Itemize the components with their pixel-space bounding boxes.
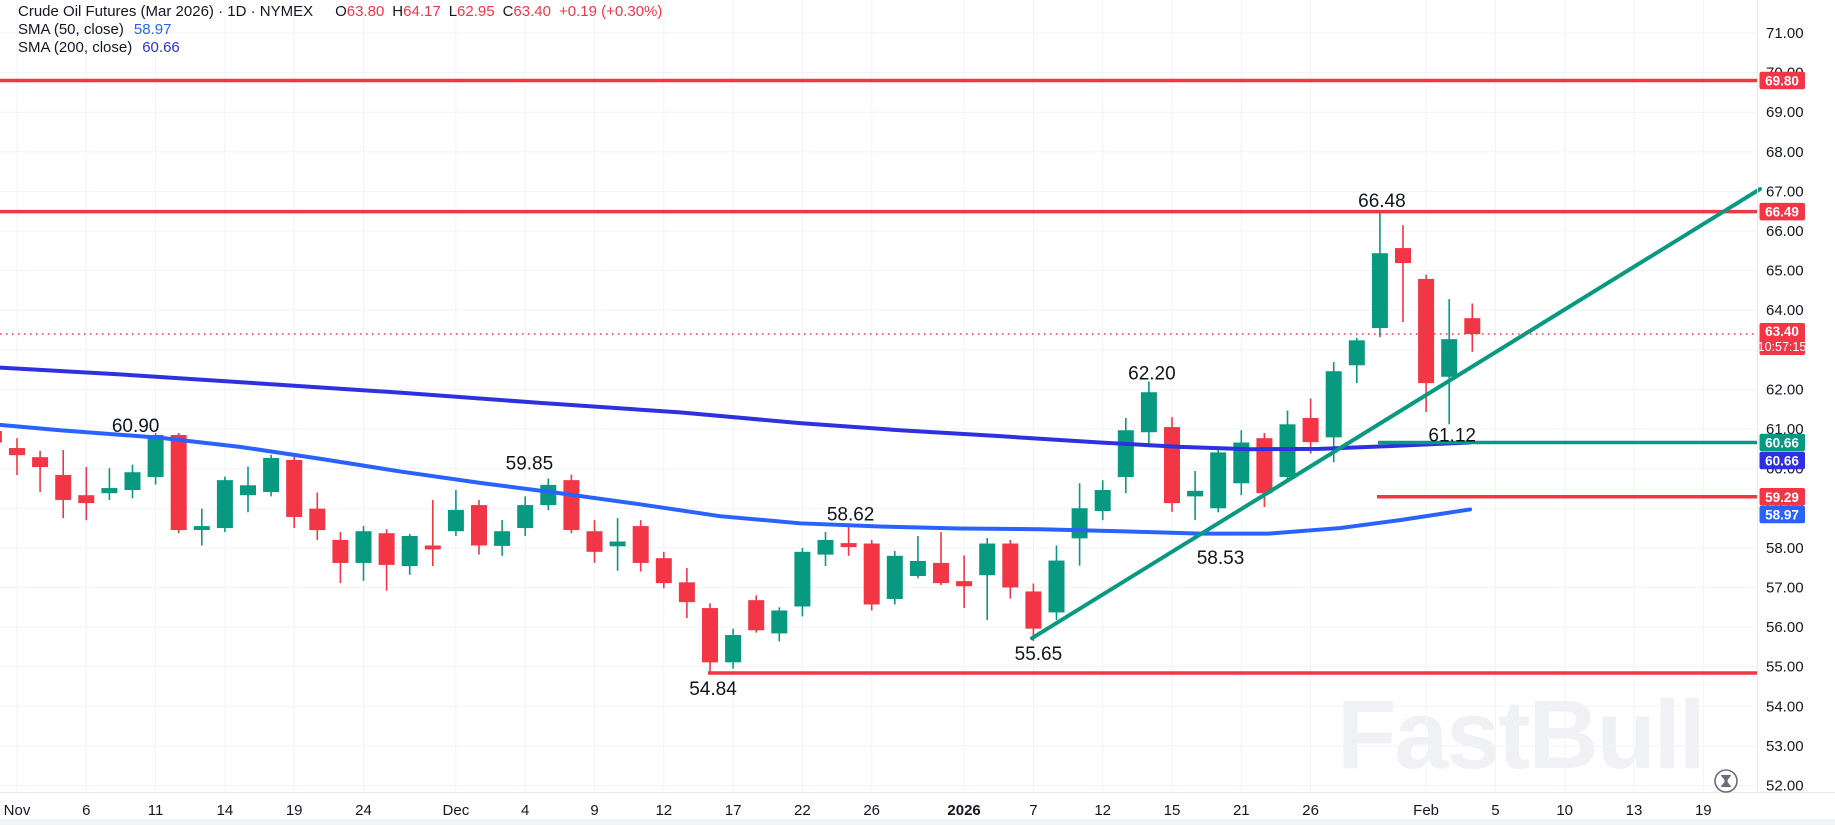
time-tick-label: 17 (725, 802, 742, 819)
svg-text:63.40: 63.40 (1765, 324, 1799, 339)
time-tick-label: 19 (1695, 802, 1712, 819)
time-tick-label: 5 (1491, 802, 1499, 819)
time-tick-label: 14 (217, 802, 234, 819)
ohlc-close-letter: C (502, 3, 514, 20)
svg-text:60.66: 60.66 (1765, 436, 1799, 451)
time-tick-label: 12 (1094, 802, 1111, 819)
time-tick-label: 19 (286, 802, 303, 819)
sma50-value: 58.97 (133, 21, 172, 38)
svg-text:10:57:15: 10:57:15 (1758, 340, 1807, 354)
horizontal-drawing-lines[interactable] (0, 78, 1757, 675)
ohlc-low-value: 62.95 (457, 3, 495, 20)
price-tick-label: 66.00 (1766, 223, 1804, 240)
price-tick-label: 71.00 (1766, 25, 1804, 42)
ohlc-close-value: 63.40 (513, 3, 551, 20)
price-axis[interactable]: 71.0070.0069.0068.0067.0066.0065.0064.00… (1766, 25, 1804, 795)
time-tick-label: 24 (355, 802, 372, 819)
symbol-title: Crude Oil Futures (Mar 2026) · 1D · NYME… (18, 3, 314, 20)
price-tick-label: 56.00 (1766, 619, 1804, 636)
svg-text:66.49: 66.49 (1765, 205, 1799, 220)
time-tick-label: 13 (1626, 802, 1643, 819)
time-tick-label: 12 (655, 802, 672, 819)
ohlc-open-value: 63.80 (346, 3, 385, 20)
annotation-61.12[interactable]: 61.12 (1428, 425, 1476, 446)
time-tick-label: 26 (1302, 802, 1319, 819)
time-tick-label: 15 (1164, 802, 1181, 819)
price-change: +0.19 (+0.30%) (558, 3, 663, 20)
time-tick-label: Dec (443, 802, 470, 819)
sma50-line[interactable] (0, 422, 1472, 536)
annotation-58.62[interactable]: 58.62 (827, 504, 875, 525)
time-tick-label: Nov (4, 802, 31, 819)
annotation-62.20[interactable]: 62.20 (1128, 364, 1176, 385)
sma200-label: SMA (200, close) (18, 39, 133, 56)
price-tick-label: 57.00 (1766, 579, 1804, 596)
price-tick-label: 69.00 (1766, 104, 1804, 121)
price-tick-label: 62.00 (1766, 381, 1804, 398)
ohlc-high-value: 64.17 (403, 3, 441, 20)
price-tick-label: 54.00 (1766, 698, 1804, 715)
price-tick-label: 65.00 (1766, 263, 1804, 280)
trendline[interactable] (1030, 187, 1762, 641)
price-tick-label: 67.00 (1766, 183, 1804, 200)
annotation-66.48[interactable]: 66.48 (1358, 191, 1406, 212)
ohlc-high-letter: H (392, 3, 404, 20)
time-tick-label: 11 (148, 802, 164, 819)
sma200-value: 60.66 (142, 39, 180, 56)
price-tick-label: 55.00 (1766, 659, 1804, 676)
svg-text:60.66: 60.66 (1765, 454, 1799, 469)
time-tick-label: 22 (794, 802, 811, 819)
candles-layer[interactable] (0, 212, 1481, 674)
annotation-59.85[interactable]: 59.85 (506, 454, 554, 475)
annotation-58.53[interactable]: 58.53 (1197, 548, 1245, 569)
time-tick-label: 4 (521, 802, 529, 819)
symbol-legend-row[interactable]: Crude Oil Futures (Mar 2026) · 1D · NYME… (18, 3, 662, 21)
time-tick-label: 26 (863, 802, 880, 819)
sma200-legend-row[interactable]: SMA (200, close) 60.66 (18, 39, 662, 57)
annotation-55.65[interactable]: 55.65 (1015, 644, 1063, 665)
sma50-legend-row[interactable]: SMA (50, close) 58.97 (18, 21, 662, 39)
price-tick-label: 68.00 (1766, 144, 1804, 161)
svg-text:58.97: 58.97 (1765, 507, 1799, 522)
chart-legend: Crude Oil Futures (Mar 2026) · 1D · NYME… (18, 3, 662, 57)
time-tick-label: 7 (1029, 802, 1037, 819)
sma50-label: SMA (50, close) (18, 21, 124, 38)
time-tick-label: 10 (1556, 802, 1573, 819)
price-tick-label: 64.00 (1766, 302, 1804, 319)
annotation-54.84[interactable]: 54.84 (689, 679, 737, 700)
time-tick-label: 6 (82, 802, 90, 819)
time-tick-label: 2026 (947, 802, 980, 819)
annotation-60.90[interactable]: 60.90 (112, 416, 160, 437)
ohlc-open-letter: O (335, 3, 347, 20)
bottom-strip (0, 819, 1835, 825)
svg-text:69.80: 69.80 (1765, 74, 1799, 89)
watermark: FastBull (1337, 680, 1704, 789)
price-tick-label: 53.00 (1766, 738, 1804, 755)
hourglass-icon (1714, 769, 1738, 793)
time-tick-label: 9 (590, 802, 598, 819)
ohlc-low-letter: L (448, 3, 458, 20)
time-tick-label: Feb (1413, 802, 1439, 819)
price-annotations[interactable]: 60.90 59.85 58.62 54.84 55.65 58.53 62.20 66.48… (112, 191, 1476, 700)
sma200-line[interactable] (0, 365, 1472, 452)
price-tick-label: 58.00 (1766, 540, 1804, 557)
time-tick-label: 21 (1233, 802, 1250, 819)
svg-text:59.29: 59.29 (1765, 490, 1799, 505)
gridlines (0, 0, 1757, 792)
time-axis[interactable]: Nov 6 11 14 19 24 Dec 4 9 12 17 22 26 2026 7 12 15 21 26 Fe… (4, 802, 1712, 819)
price-tick-label: 52.00 (1766, 778, 1804, 795)
